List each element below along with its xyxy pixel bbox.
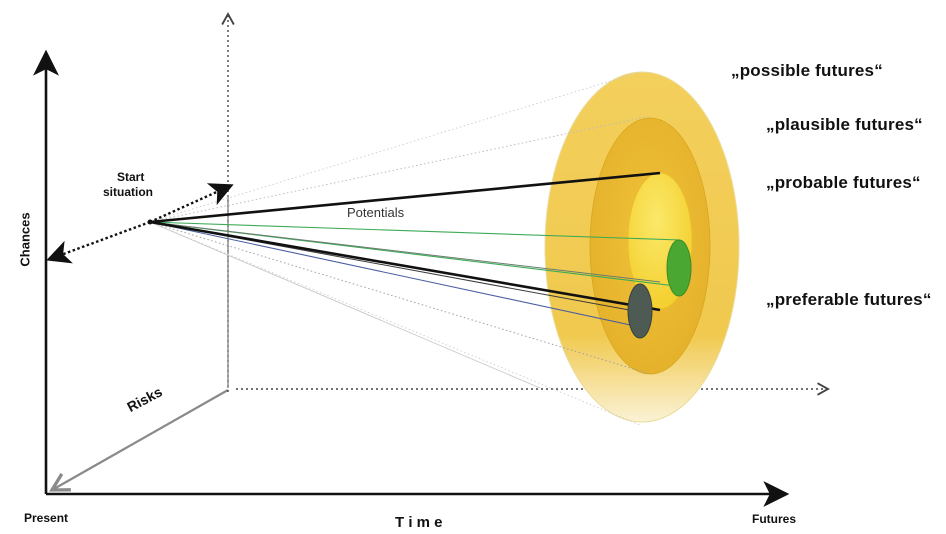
possible-futures-label: „possible futures“ [731,61,883,80]
present-label: Present [24,511,69,525]
start-situation-label-line1: Start [117,170,145,184]
start-situation-label-line2: situation [103,185,153,199]
potentials-label: Potentials [347,205,405,220]
probable-lower-line [149,220,661,312]
probable-futures-label: „probable futures“ [766,173,921,192]
time-label: T i m e [395,514,443,531]
futures-label: Futures [752,512,797,526]
chances-label: Chances [17,212,33,267]
start-point [147,219,153,225]
start-diagonal-dotted-axis-back [46,220,151,264]
probable-upper-line [149,171,661,224]
risks-axis [49,389,229,492]
preferable-green-oval [666,239,692,297]
preferable-futures-label: „preferable futures“ [766,290,932,309]
plausible-futures-label: „plausible futures“ [766,115,923,134]
preferable-dark-oval [627,283,653,339]
